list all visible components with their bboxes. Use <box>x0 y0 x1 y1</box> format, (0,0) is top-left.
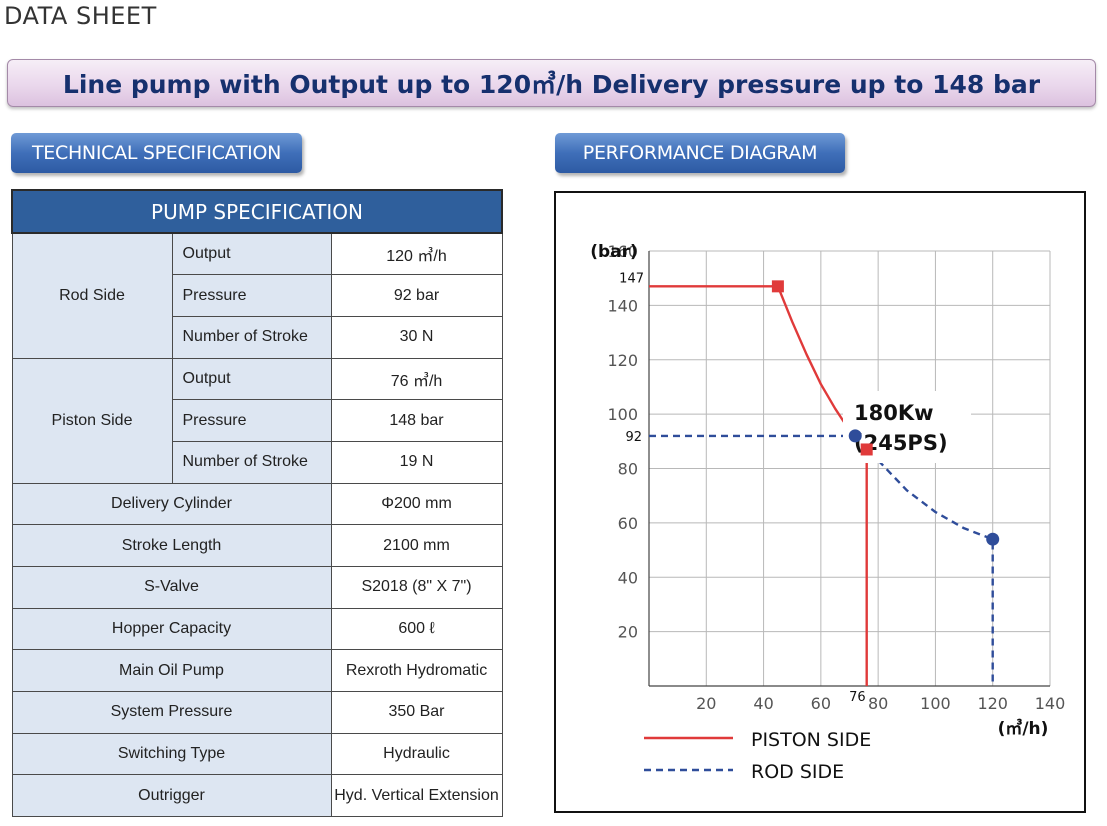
performance-chart: 20 40 60 80 100 120 140 160 20 40 60 80 100 120 140 (ba… <box>554 191 1086 813</box>
legend-label-rod: ROD SIDE <box>751 761 844 783</box>
piston-side-label: Piston Side <box>11 357 173 484</box>
row-value: 92 bar <box>330 274 503 317</box>
annotation-power: 180Kw <box>854 401 934 425</box>
y-tick-label: 80 <box>618 460 638 479</box>
y-tick-label: 120 <box>607 351 638 370</box>
x-tick-label: 80 <box>868 694 888 713</box>
table-row: Number of Stroke 19 N <box>12 440 503 484</box>
row-value: S2018 (8" X 7") <box>330 566 503 609</box>
row-label: Number of Stroke <box>171 440 332 484</box>
y-tick-label: 60 <box>618 514 638 533</box>
row-label: Pressure <box>171 274 332 317</box>
row-label: Stroke Length <box>11 524 332 567</box>
x-tick-label: 120 <box>977 694 1008 713</box>
performance-chart-svg: 20 40 60 80 100 120 140 160 20 40 60 80 100 120 140 (ba… <box>590 242 1066 783</box>
x-tick-label: 20 <box>696 694 716 713</box>
table-row: Stroke Length 2100 mm <box>11 524 503 567</box>
tab-technical-specification: TECHNICAL SPECIFICATION <box>11 133 302 173</box>
x-tick-label: 140 <box>1035 694 1066 713</box>
pump-spec-table: PUMP SPECIFICATION Rod Side Output 120 ㎥… <box>11 189 503 818</box>
row-label: Switching Type <box>11 732 332 776</box>
row-value: Φ200 mm <box>330 482 503 526</box>
row-label: Output <box>171 232 332 276</box>
table-row: Pressure 148 bar <box>12 399 503 442</box>
row-label: Pressure <box>171 399 332 442</box>
banner-text: Line pump with Output up to 120㎥/h Deliv… <box>62 70 1041 99</box>
page-heading: DATA SHEET <box>4 2 157 30</box>
y-tick-label: 20 <box>618 623 638 642</box>
row-label: Delivery Cylinder <box>11 482 332 526</box>
table-row: Outrigger Hyd. Vertical Extension <box>11 774 503 818</box>
row-value: 2100 mm <box>330 524 503 567</box>
marker-label-92: 92 <box>625 430 642 445</box>
row-value: 148 bar <box>330 399 503 442</box>
row-value: 600 ℓ <box>330 607 503 651</box>
row-value: 19 N <box>330 440 503 484</box>
marker-label-76: 76 <box>849 690 866 705</box>
row-label: System Pressure <box>11 691 332 734</box>
row-value: 350 Bar <box>330 691 503 734</box>
table-row: Pressure 92 bar <box>12 274 503 317</box>
piston-side-marker <box>771 280 784 293</box>
table-row: Number of Stroke 30 N <box>12 315 503 359</box>
x-axis-label: (㎥/h) <box>998 718 1049 739</box>
table-title: PUMP SPECIFICATION <box>11 189 503 234</box>
table-row: Hopper Capacity 600 ℓ <box>11 607 503 651</box>
row-label: Number of Stroke <box>171 315 332 359</box>
title-banner: Line pump with Output up to 120㎥/h Deliv… <box>7 59 1096 107</box>
row-value: 120 ㎥/h <box>330 232 503 276</box>
rod-side-marker <box>848 429 862 443</box>
x-tick-label: 100 <box>920 694 951 713</box>
legend-label-piston: PISTON SIDE <box>751 729 871 751</box>
rod-side-label: Rod Side <box>11 232 173 359</box>
piston-side-line <box>649 285 868 686</box>
row-value: Hyd. Vertical Extension <box>330 774 503 818</box>
table-row: Delivery Cylinder Φ200 mm <box>11 482 503 526</box>
row-label: S-Valve <box>11 566 332 609</box>
table-row: Rod Side Output 120 ㎥/h <box>11 232 503 359</box>
table-row: Main Oil Pump Rexroth Hydromatic <box>11 649 503 693</box>
table-row: Piston Side Output 76 ㎥/h <box>11 357 503 484</box>
row-label: Output <box>171 357 332 401</box>
x-tick-label: 60 <box>811 694 831 713</box>
y-axis-label: (bar) <box>590 242 638 262</box>
y-tick-label: 160 <box>607 242 638 261</box>
y-tick-label: 100 <box>607 405 638 424</box>
row-value: 30 N <box>330 315 503 359</box>
y-tick-label: 40 <box>618 568 638 587</box>
table-row: Switching Type Hydraulic <box>11 732 503 776</box>
x-tick-label: 40 <box>753 694 773 713</box>
row-value: Hydraulic <box>330 732 503 776</box>
row-value: 76 ㎥/h <box>330 357 503 401</box>
table-row: S-Valve S2018 (8" X 7") <box>11 566 503 609</box>
piston-side-marker <box>860 443 873 456</box>
tab-performance-diagram: PERFORMANCE DIAGRAM <box>555 133 845 173</box>
marker-label-147: 147 <box>619 271 644 286</box>
row-label: Hopper Capacity <box>11 607 332 651</box>
row-label: Main Oil Pump <box>11 649 332 693</box>
y-tick-label: 140 <box>607 296 638 315</box>
row-label: Outrigger <box>11 774 332 818</box>
rod-side-marker <box>986 532 1000 546</box>
row-value: Rexroth Hydromatic <box>330 649 503 693</box>
table-row: System Pressure 350 Bar <box>11 691 503 734</box>
